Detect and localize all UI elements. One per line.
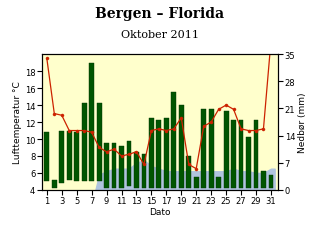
Bar [74,133,79,182]
Y-axis label: Nedbør (mm): Nedbør (mm) [298,92,307,153]
Y-axis label: Lufttemperatur °C: Lufttemperatur °C [13,81,22,164]
Bar [44,133,49,182]
Bar [164,118,169,188]
Bar [231,120,236,188]
X-axis label: Dato: Dato [149,207,171,215]
Bar [201,110,206,188]
Bar [246,138,251,188]
Bar [209,110,213,188]
Bar [104,144,109,188]
Bar [82,104,87,182]
Bar [67,131,72,180]
Bar [156,121,161,188]
Bar [119,146,124,188]
Bar [134,152,139,188]
Bar [149,118,154,188]
Bar [261,172,266,188]
Bar [97,103,101,182]
Bar [172,93,176,188]
Bar [127,141,132,186]
Bar [194,177,199,188]
Bar [179,106,184,188]
Bar [112,144,116,188]
Bar [239,121,244,188]
Bar [224,112,228,188]
Bar [186,156,191,188]
Bar [268,175,273,188]
Text: Oktober 2011: Oktober 2011 [121,30,199,40]
Bar [89,63,94,182]
Bar [59,131,64,183]
Bar [216,177,221,188]
Bar [253,121,259,188]
Text: Bergen – Florida: Bergen – Florida [95,7,225,21]
Bar [52,180,57,188]
Bar [141,155,146,188]
